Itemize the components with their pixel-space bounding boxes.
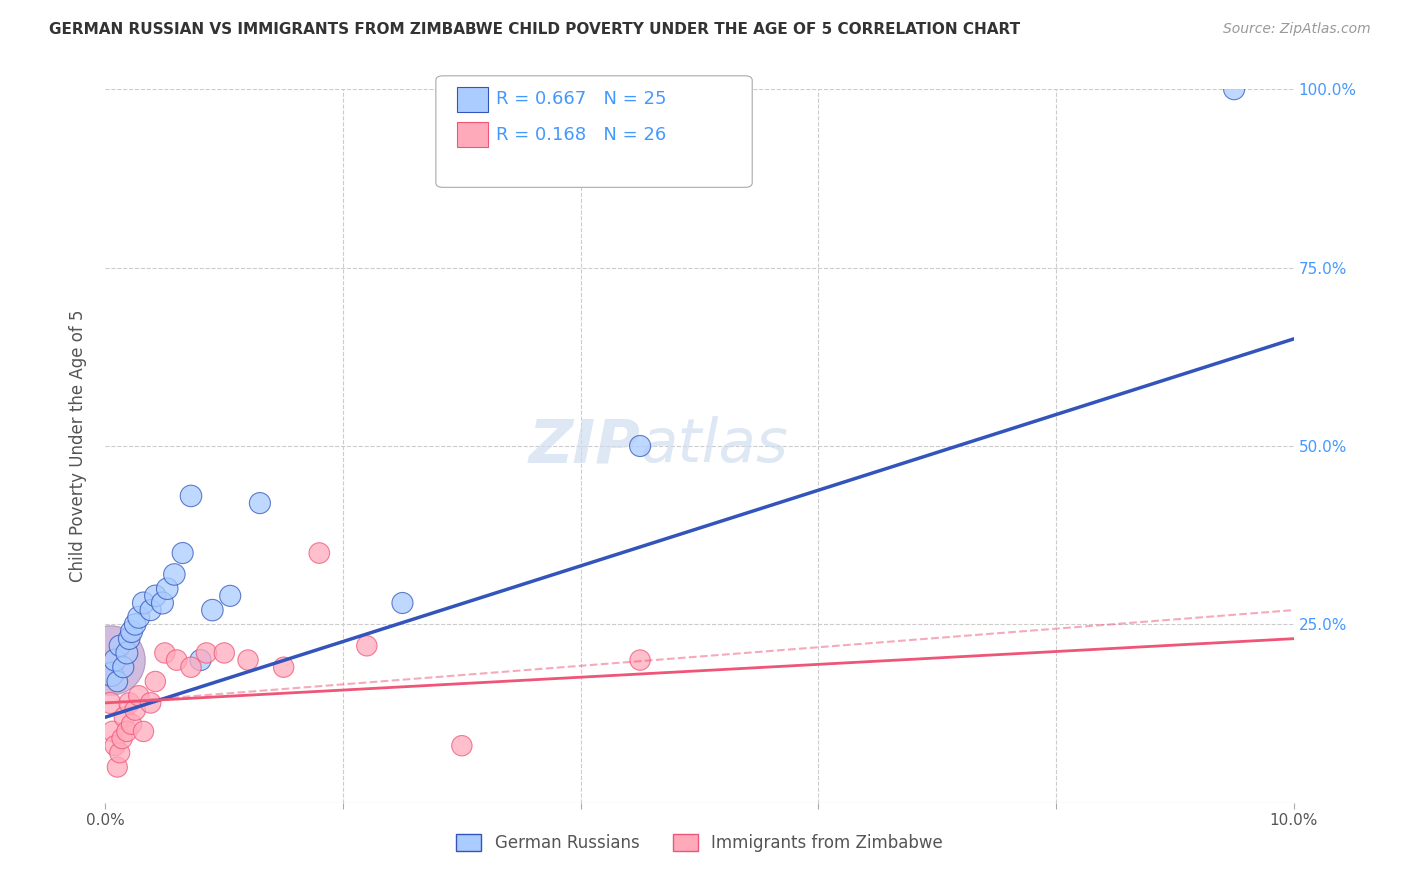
Point xyxy=(172,546,194,560)
Point xyxy=(628,439,651,453)
Point xyxy=(139,696,162,710)
Text: R = 0.168   N = 26: R = 0.168 N = 26 xyxy=(496,126,666,144)
Point xyxy=(180,660,202,674)
Point xyxy=(308,546,330,560)
Point xyxy=(1223,82,1246,96)
Point xyxy=(98,653,121,667)
Point xyxy=(628,653,651,667)
Point xyxy=(118,632,141,646)
Point xyxy=(166,653,188,667)
Text: Source: ZipAtlas.com: Source: ZipAtlas.com xyxy=(1223,22,1371,37)
Point xyxy=(139,603,162,617)
Point xyxy=(124,617,146,632)
Point xyxy=(356,639,378,653)
Point xyxy=(108,639,131,653)
Point xyxy=(115,646,138,660)
Point xyxy=(132,724,155,739)
Point xyxy=(128,689,150,703)
Point xyxy=(236,653,259,667)
Text: ZIP: ZIP xyxy=(529,417,640,475)
Point xyxy=(195,646,218,660)
Point xyxy=(391,596,413,610)
Point xyxy=(201,603,224,617)
Text: atlas: atlas xyxy=(640,417,787,475)
Point xyxy=(115,724,138,739)
Point xyxy=(128,610,150,624)
Point xyxy=(114,710,136,724)
Point xyxy=(132,596,155,610)
Point xyxy=(121,717,143,731)
Y-axis label: Child Poverty Under the Age of 5: Child Poverty Under the Age of 5 xyxy=(69,310,87,582)
Point xyxy=(152,596,174,610)
Point xyxy=(156,582,179,596)
Point xyxy=(111,731,134,746)
Point xyxy=(101,724,124,739)
Point xyxy=(153,646,176,660)
Point xyxy=(108,746,131,760)
Point xyxy=(112,660,135,674)
Point xyxy=(124,703,146,717)
Point xyxy=(98,696,121,710)
Point xyxy=(249,496,271,510)
Point xyxy=(143,674,166,689)
Point xyxy=(190,653,212,667)
Point xyxy=(100,667,122,681)
Text: GERMAN RUSSIAN VS IMMIGRANTS FROM ZIMBABWE CHILD POVERTY UNDER THE AGE OF 5 CORR: GERMAN RUSSIAN VS IMMIGRANTS FROM ZIMBAB… xyxy=(49,22,1021,37)
Point xyxy=(105,760,128,774)
Point xyxy=(219,589,242,603)
Point xyxy=(163,567,186,582)
Point xyxy=(104,739,127,753)
Point xyxy=(273,660,295,674)
Point xyxy=(118,696,141,710)
Point xyxy=(121,624,143,639)
Point xyxy=(450,739,472,753)
Point xyxy=(143,589,166,603)
Legend: German Russians, Immigrants from Zimbabwe: German Russians, Immigrants from Zimbabw… xyxy=(450,827,949,859)
Text: R = 0.667   N = 25: R = 0.667 N = 25 xyxy=(496,90,666,108)
Point xyxy=(180,489,202,503)
Point xyxy=(105,674,128,689)
Point xyxy=(214,646,236,660)
Point xyxy=(104,653,127,667)
